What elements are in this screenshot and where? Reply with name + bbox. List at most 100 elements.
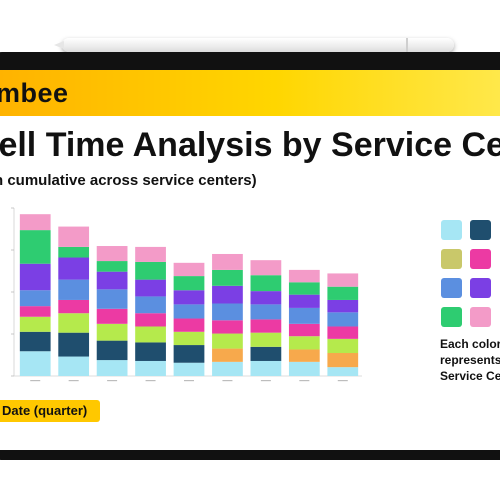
- bar-segment: [250, 260, 282, 276]
- legend-swatch: [470, 249, 491, 269]
- bar-segment: [58, 246, 90, 258]
- legend-swatch: [441, 249, 462, 269]
- stylus-tip: [54, 41, 64, 49]
- legend-swatch: [470, 278, 491, 298]
- bar-segment: [135, 360, 166, 376]
- bar-segment: [212, 320, 243, 334]
- bar-segment: [58, 299, 90, 314]
- bar-segment: [288, 294, 320, 308]
- slide-screen: mbee well Time Analysis by Service Cent …: [0, 70, 500, 450]
- bar-segment: [58, 279, 90, 300]
- legend-swatch: [441, 220, 462, 240]
- x-tick-label: [260, 380, 271, 382]
- legend-note-line-1: Each color: [440, 337, 500, 351]
- stylus: [54, 38, 454, 52]
- bar-segment: [58, 332, 90, 357]
- slide-title: well Time Analysis by Service Cent: [0, 126, 500, 164]
- bar-segment: [58, 356, 90, 376]
- bar-segment: [288, 323, 320, 337]
- bar-segment: [173, 362, 205, 376]
- slide-subtitle: n cumulative across service centers): [0, 172, 257, 189]
- bar-segment: [173, 331, 205, 346]
- bar-segment: [173, 304, 205, 319]
- bar-segment: [135, 313, 166, 327]
- bar-segment: [250, 319, 282, 333]
- bar-segment: [327, 273, 359, 287]
- bar-segment: [212, 348, 243, 362]
- bar-segment: [250, 304, 282, 320]
- bar-segment: [288, 349, 320, 362]
- bar-segment: [173, 262, 205, 277]
- bar-segment: [19, 230, 51, 264]
- bar-segment: [135, 261, 166, 280]
- bar-segment: [135, 296, 166, 314]
- x-tick-label: [222, 380, 233, 382]
- x-tick-label: [299, 380, 310, 382]
- legend-swatch: [470, 220, 491, 240]
- bar-segment: [173, 290, 205, 305]
- x-tick-label: [68, 380, 79, 382]
- bar-segment: [135, 246, 166, 262]
- bar-segment: [250, 346, 282, 361]
- bar-segment: [327, 286, 359, 300]
- bar-segment: [19, 263, 51, 291]
- bar-segment: [250, 360, 282, 376]
- bar-segment: [96, 323, 128, 341]
- bar-segment: [327, 353, 359, 368]
- bar-segment: [135, 279, 166, 297]
- bar-segment: [212, 253, 243, 270]
- bar-segment: [288, 307, 320, 324]
- legend-swatch: [441, 278, 462, 298]
- bar-segment: [19, 316, 51, 332]
- bar-segment: [19, 306, 51, 317]
- bar-segment: [250, 332, 282, 347]
- bar-segment: [58, 313, 90, 333]
- stacked-bar-chart: [11, 207, 362, 382]
- bar-segment: [288, 269, 320, 283]
- bar-segment: [96, 308, 128, 324]
- bar-segment: [58, 226, 90, 247]
- brand-bar: mbee: [0, 70, 500, 116]
- bar-segment: [212, 361, 243, 376]
- bar-segment: [212, 269, 243, 286]
- x-tick-label: [107, 380, 118, 382]
- bar-segment: [173, 345, 205, 363]
- legend-swatch-grid: [438, 220, 500, 340]
- bar-segment: [96, 340, 128, 361]
- bar-segment: [327, 312, 359, 327]
- x-tick-label: [145, 380, 156, 382]
- bar-segment: [288, 361, 320, 376]
- bar-segment: [19, 290, 51, 307]
- x-tick-label: [337, 380, 348, 382]
- bar-segment: [96, 360, 128, 376]
- bar-segment: [327, 367, 359, 376]
- legend-swatch: [441, 307, 462, 327]
- bar-segment: [327, 326, 359, 339]
- bar-segment: [96, 261, 128, 272]
- x-tick-label: [184, 380, 194, 382]
- stylus-band: [406, 38, 408, 52]
- bar-segment: [250, 291, 282, 305]
- x-axis-label: Date (quarter): [0, 400, 100, 422]
- bar-segment: [327, 299, 359, 313]
- bar-segment: [19, 214, 51, 231]
- bar-segment: [135, 326, 166, 343]
- bar-segment: [173, 318, 205, 332]
- legend-note: Each color represents Service Ce: [440, 336, 500, 384]
- bar-segment: [212, 333, 243, 349]
- bar-segment: [96, 271, 128, 290]
- bar-segment: [288, 336, 320, 350]
- bar-segment: [327, 338, 359, 354]
- x-tick-label: [30, 380, 41, 382]
- bar-segment: [250, 275, 282, 292]
- bar-segment: [96, 246, 128, 262]
- bar-segment: [19, 351, 51, 376]
- bar-segment: [19, 331, 51, 352]
- bar-segment: [173, 276, 205, 291]
- brand-logo-text: mbee: [0, 78, 69, 108]
- bar-segment: [58, 257, 90, 280]
- bar-segment: [212, 303, 243, 321]
- legend-swatch: [470, 307, 491, 327]
- bar-segment: [135, 342, 166, 361]
- legend-note-line-3: Service Ce: [440, 369, 500, 383]
